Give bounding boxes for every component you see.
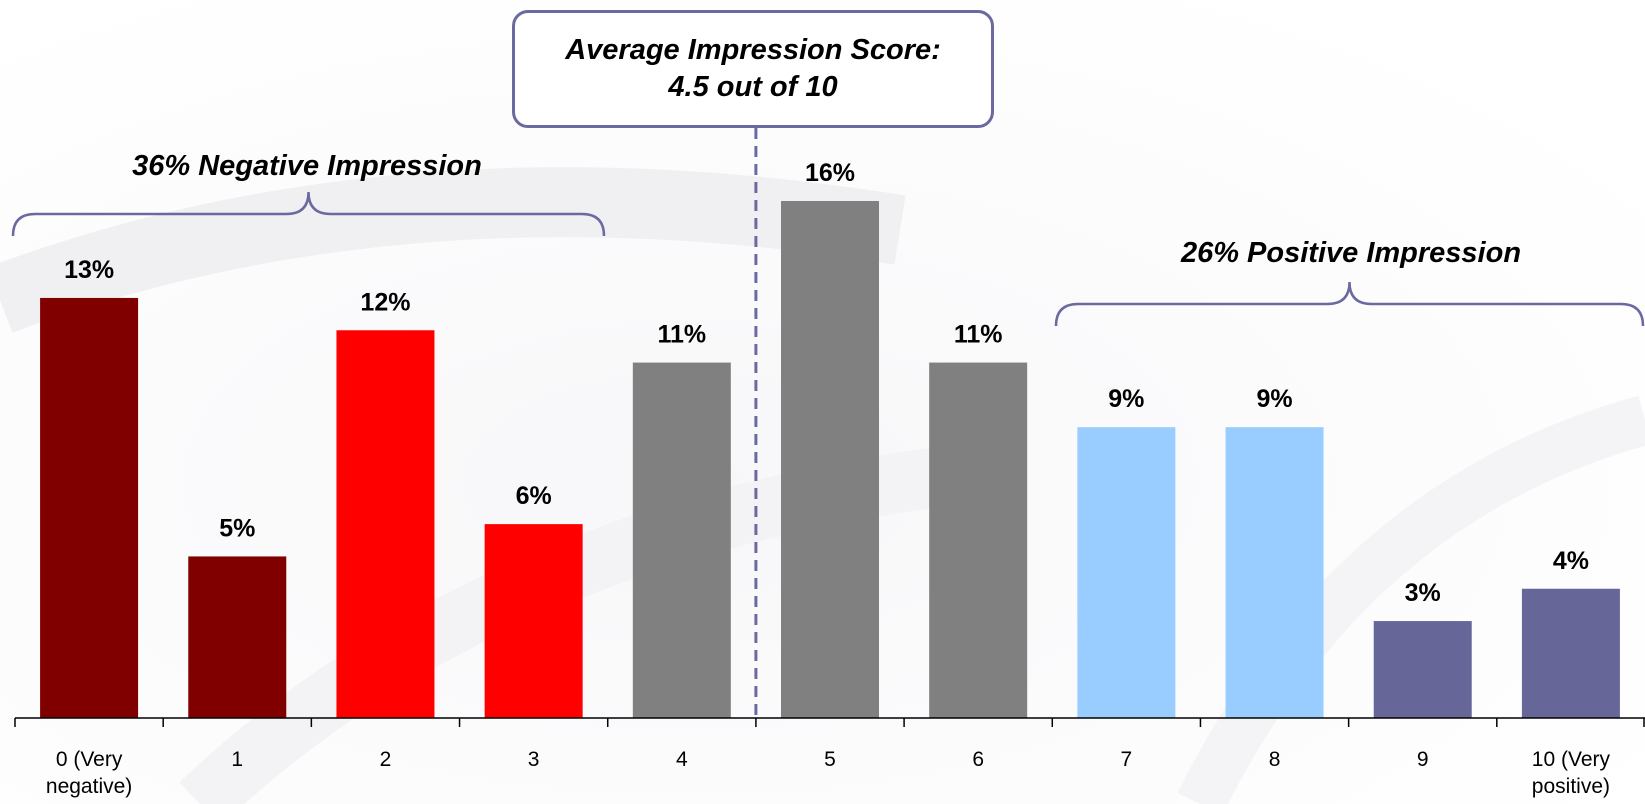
- positive-impression-label: 26% Positive Impression: [1180, 237, 1521, 269]
- bar-5: [781, 201, 879, 718]
- x-tick-label-3: 3: [528, 748, 540, 771]
- value-label-1: 5%: [219, 514, 255, 542]
- value-label-9: 3%: [1405, 579, 1441, 607]
- x-tick-label-4: 4: [676, 748, 688, 771]
- bar-8: [1225, 427, 1324, 718]
- bar-6: [929, 362, 1028, 718]
- average-score-callout: Average Impression Score: 4.5 out of 10: [512, 10, 994, 128]
- value-label-10: 4%: [1553, 547, 1589, 575]
- bar-1: [188, 556, 287, 718]
- x-tick-label-9: 9: [1417, 748, 1429, 771]
- bar-4: [632, 362, 731, 718]
- value-label-4: 11%: [657, 321, 706, 349]
- x-tick-label-6: 6: [972, 748, 984, 771]
- bar-9: [1373, 621, 1472, 718]
- bar-7: [1077, 427, 1176, 718]
- bar-0: [40, 297, 139, 718]
- x-tick-label-1: 1: [231, 748, 243, 771]
- bar-3: [484, 524, 583, 718]
- average-score-title: Average Impression Score:: [565, 34, 941, 66]
- x-tick-label-10: 10 (Very positive): [1532, 748, 1611, 798]
- value-label-3: 6%: [516, 482, 552, 510]
- x-tick-label-0: 0 (Very negative): [46, 748, 132, 798]
- x-tick-label-8: 8: [1269, 748, 1281, 771]
- x-tick-label-5: 5: [824, 748, 836, 771]
- value-label-8: 9%: [1256, 385, 1292, 413]
- bar-2: [336, 330, 435, 718]
- value-label-0: 13%: [64, 256, 114, 284]
- value-label-6: 11%: [954, 321, 1003, 349]
- bar-10: [1521, 588, 1620, 718]
- value-label-7: 9%: [1108, 385, 1144, 413]
- value-label-5: 16%: [805, 159, 855, 187]
- x-tick-label-7: 7: [1121, 748, 1133, 771]
- x-tick-label-2: 2: [380, 748, 392, 771]
- negative-impression-label: 36% Negative Impression: [132, 150, 482, 182]
- average-score-value: 4.5 out of 10: [668, 71, 838, 103]
- negative-brace: [11, 191, 606, 237]
- value-label-2: 12%: [360, 288, 410, 316]
- positive-brace: [1054, 281, 1645, 327]
